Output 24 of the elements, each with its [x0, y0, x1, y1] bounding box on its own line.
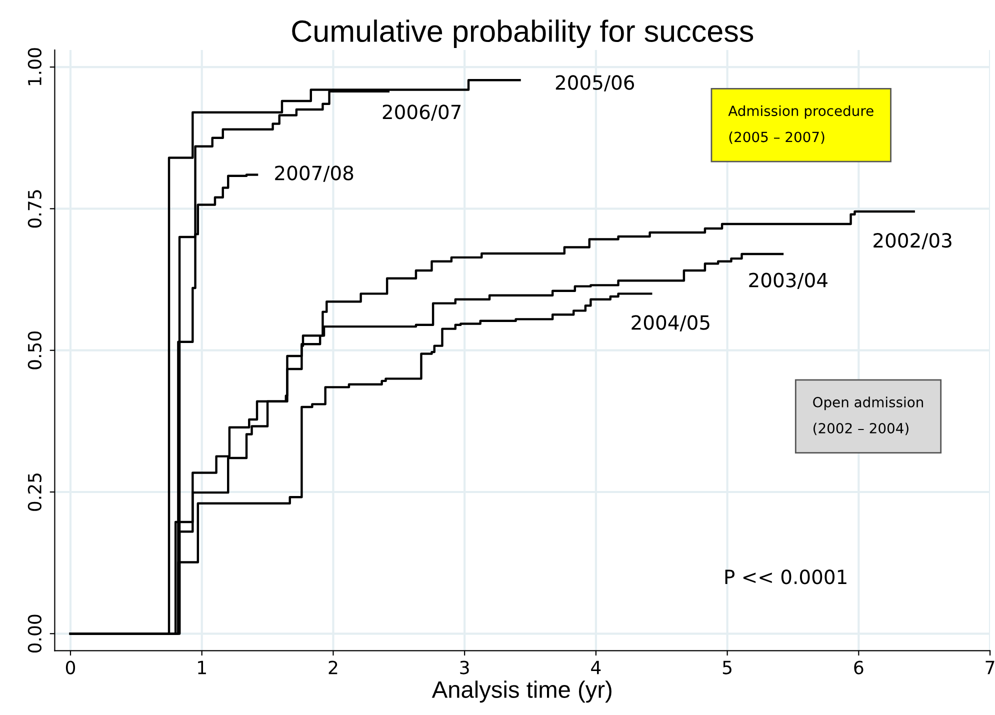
x-tick-label: 4 — [591, 660, 601, 674]
x-tick-label: 5 — [722, 660, 732, 674]
y-tick-label: 0.75 — [28, 190, 42, 228]
series-label: 2002/03 — [874, 233, 952, 250]
x-tick-label: 7 — [986, 660, 994, 674]
x-tick-label: 3 — [460, 660, 469, 674]
y-tick-label: 0.50 — [28, 331, 42, 370]
series-label: 2007/08 — [275, 166, 354, 182]
x-tick-label: 0 — [66, 660, 76, 674]
y-tick-label: 1.00 — [28, 48, 42, 86]
y-tick-label: 0.25 — [28, 473, 42, 511]
x-tick-label: 2 — [328, 660, 338, 674]
annotation: P << 0.0001 — [725, 570, 846, 584]
series-label: 2003/04 — [749, 272, 828, 289]
series-label: 2006/07 — [382, 104, 461, 121]
x-axis-title: Analysis time (yr) — [432, 680, 612, 703]
chart-title: Cumulative probability for success — [292, 20, 754, 48]
annotation: Open admission (2002 – 2004) — [813, 396, 923, 436]
y-tick-label: 0.00 — [28, 614, 42, 653]
x-tick-label: 1 — [198, 660, 206, 674]
series-label: 2004/05 — [632, 315, 710, 332]
series-label: 2005/06 — [556, 75, 634, 92]
x-tick-label: 6 — [854, 660, 864, 674]
annotation: Admission procedure (2005 – 2007) — [728, 105, 874, 144]
